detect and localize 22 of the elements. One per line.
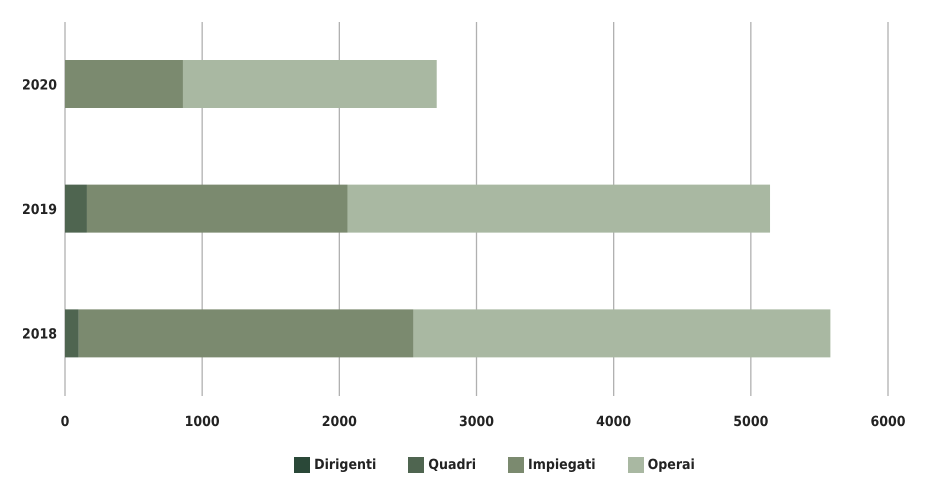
x-tick-label: 0 (60, 414, 70, 430)
bar (86, 184, 348, 233)
legend-label: Quadri (428, 457, 476, 473)
bar (78, 309, 414, 358)
y-tick-label: 2018 (22, 326, 57, 343)
legend-label: Dirigenti (314, 457, 376, 473)
bar (182, 60, 437, 108)
y-tick-label: 2019 (22, 202, 57, 218)
legend-label: Operai (648, 457, 695, 473)
x-tick-label: 2000 (322, 414, 358, 430)
bar (65, 60, 183, 108)
x-tick-label: 6000 (870, 414, 906, 430)
y-tick-label: 2020 (22, 77, 58, 94)
bar (65, 184, 87, 233)
x-tick-label: 1000 (184, 414, 220, 430)
x-tick-label: 4000 (596, 414, 632, 430)
bar (348, 184, 770, 233)
x-tick-label: 5000 (733, 414, 769, 430)
legend-label: Impiegati (528, 457, 596, 473)
bar (413, 309, 830, 358)
bar (65, 309, 79, 358)
x-tick-label: 3000 (458, 414, 494, 430)
